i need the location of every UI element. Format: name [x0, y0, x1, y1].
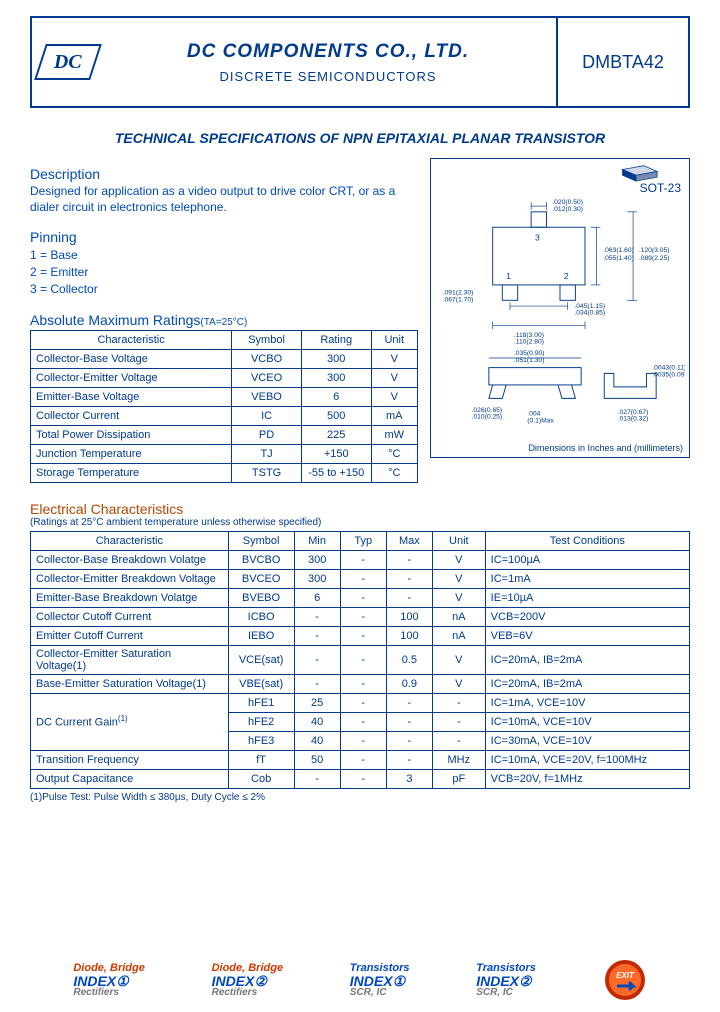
- table-header-row: Characteristic Symbol Rating Unit: [31, 330, 418, 349]
- badge-text: INDEX②: [212, 974, 284, 988]
- col-symbol: Symbol: [232, 330, 302, 349]
- table-row: Base-Emitter Saturation Voltage(1)VBE(sa…: [31, 674, 690, 693]
- tech-title: TECHNICAL SPECIFICATIONS OF NPN EPITAXIA…: [30, 130, 690, 146]
- badge-text: Diode, Bridge: [73, 963, 145, 974]
- svg-text:3: 3: [535, 233, 540, 243]
- table-header-row: Characteristic Symbol Min Typ Max Unit T…: [31, 531, 690, 550]
- svg-text:.012(0.30): .012(0.30): [552, 206, 583, 213]
- ecol-unit: Unit: [432, 531, 485, 550]
- elec-heading: Electrical Characteristics: [30, 501, 690, 517]
- exit-button[interactable]: EXIT: [603, 958, 647, 1002]
- footer-badge-diode-1[interactable]: Diode, Bridge INDEX① Rectifiers: [73, 963, 145, 998]
- table-row: Junction TemperatureTJ+150°C: [31, 444, 418, 463]
- elec-table: Characteristic Symbol Min Typ Max Unit T…: [30, 531, 690, 789]
- table-row: Collector-Base VoltageVCBO300V: [31, 349, 418, 368]
- svg-text:.035(0.90): .035(0.90): [514, 350, 545, 357]
- badge-text: Transistors: [476, 963, 536, 974]
- ecol-characteristic: Characteristic: [31, 531, 229, 550]
- table-row: Emitter-Base Breakdown VolatgeBVEBO6--VI…: [31, 588, 690, 607]
- package-svg: 3 1 2 .020(0.50) .012(0.30): [435, 163, 685, 453]
- svg-text:EXIT: EXIT: [616, 971, 635, 980]
- svg-text:.034(0.85): .034(0.85): [574, 310, 605, 317]
- svg-text:(0.1)Max: (0.1)Max: [527, 417, 554, 424]
- svg-text:.120(3.05): .120(3.05): [639, 247, 670, 254]
- package-label: SOT-23: [640, 181, 681, 195]
- badge-text: SCR, IC: [476, 988, 536, 998]
- company-logo: DC: [34, 44, 102, 80]
- elec-sub: (Ratings at 25°C ambient temperature unl…: [30, 517, 690, 528]
- badge-text: Diode, Bridge: [212, 963, 284, 974]
- badge-text: INDEX①: [350, 974, 410, 988]
- abs-max-heading-text: Absolute Maximum Ratings: [30, 312, 200, 328]
- part-number: DMBTA42: [558, 18, 688, 106]
- badge-text: INDEX②: [476, 974, 536, 988]
- svg-text:.110(2.80): .110(2.80): [514, 339, 544, 346]
- svg-text:.013(0.32): .013(0.32): [618, 416, 649, 423]
- badge-text: SCR, IC: [350, 988, 410, 998]
- table-row: Collector-Emitter Saturation Voltage(1)V…: [31, 645, 690, 674]
- table-row: Collector-Base Breakdown VolatgeBVCBO300…: [31, 550, 690, 569]
- description-heading: Description: [30, 166, 418, 182]
- package-diagram: 3 1 2 .020(0.50) .012(0.30): [430, 158, 690, 458]
- table-row: Emitter-Base VoltageVEBO6V: [31, 387, 418, 406]
- table-row: Storage TemperatureTSTG-55 to +150°C: [31, 463, 418, 482]
- svg-text:.055(1.40): .055(1.40): [603, 255, 634, 262]
- ecol-max: Max: [386, 531, 432, 550]
- table-row: DC Current Gain(1)hFE125---IC=1mA, VCE=1…: [31, 693, 690, 712]
- svg-text:.063(1.60): .063(1.60): [603, 247, 634, 254]
- table-row: Emitter Cutoff CurrentIEBO--100nAVEB=6V: [31, 626, 690, 645]
- svg-text:.089(2.25): .089(2.25): [639, 255, 670, 262]
- header-left: DC DC COMPONENTS CO., LTD. DISCRETE SEMI…: [32, 18, 558, 106]
- abs-max-cond: (TA=25°C): [200, 317, 247, 328]
- footer: Diode, Bridge INDEX① Rectifiers Diode, B…: [0, 958, 720, 1002]
- description-text: Designed for application as a video outp…: [30, 184, 418, 215]
- header-box: DC DC COMPONENTS CO., LTD. DISCRETE SEMI…: [30, 16, 690, 108]
- table-row: Total Power DissipationPD225mW: [31, 425, 418, 444]
- badge-text: Rectifiers: [73, 988, 145, 998]
- col-rating: Rating: [301, 330, 371, 349]
- exit-icon: EXIT: [603, 958, 647, 1002]
- badge-text: Transistors: [350, 963, 410, 974]
- footer-badge-diode-2[interactable]: Diode, Bridge INDEX② Rectifiers: [212, 963, 284, 998]
- svg-text:.067(1.70): .067(1.70): [443, 296, 474, 303]
- svg-text:.0035(0.09): .0035(0.09): [652, 371, 685, 378]
- logo-text: DC: [54, 51, 82, 74]
- ecol-typ: Typ: [340, 531, 386, 550]
- pin-list: 1 = Base 2 = Emitter 3 = Collector: [30, 247, 418, 297]
- footer-badge-trans-2[interactable]: Transistors INDEX② SCR, IC: [476, 963, 536, 998]
- company-name: DC COMPONENTS CO., LTD.: [108, 41, 548, 63]
- elec-footnote: (1)Pulse Test: Pulse Width ≤ 380µs, Duty…: [30, 792, 690, 803]
- abs-max-heading: Absolute Maximum Ratings(TA=25°C): [30, 312, 418, 328]
- table-row: Collector CurrentIC500mA: [31, 406, 418, 425]
- pin-3: 3 = Collector: [30, 281, 418, 298]
- table-row: Output CapacitanceCob--3pFVCB=20V, f=1MH…: [31, 769, 690, 788]
- package-dim-note: Dimensions in Inches and (millimeters): [528, 443, 683, 453]
- footer-badge-trans-1[interactable]: Transistors INDEX① SCR, IC: [350, 963, 410, 998]
- table-row: Collector-Emitter Breakdown VoltageBVCEO…: [31, 569, 690, 588]
- pin-2: 2 = Emitter: [30, 264, 418, 281]
- table-row: Collector Cutoff CurrentICBO--100nAVCB=2…: [31, 607, 690, 626]
- col-unit: Unit: [371, 330, 417, 349]
- badge-text: Rectifiers: [212, 988, 284, 998]
- svg-text:2: 2: [564, 271, 569, 281]
- badge-text: INDEX①: [73, 974, 145, 988]
- svg-text:.010(0.25): .010(0.25): [472, 414, 503, 421]
- company-subtitle: DISCRETE SEMICONDUCTORS: [108, 69, 548, 84]
- pinning-heading: Pinning: [30, 229, 418, 245]
- ecol-min: Min: [294, 531, 340, 550]
- table-row: Transition FrequencyfT50--MHzIC=10mA, VC…: [31, 750, 690, 769]
- table-row: Collector-Emitter VoltageVCEO300V: [31, 368, 418, 387]
- ecol-symbol: Symbol: [228, 531, 294, 550]
- pin-1: 1 = Base: [30, 247, 418, 264]
- abs-max-table: Characteristic Symbol Rating Unit Collec…: [30, 330, 418, 483]
- col-characteristic: Characteristic: [31, 330, 232, 349]
- svg-text:1: 1: [506, 271, 511, 281]
- ecol-cond: Test Conditions: [485, 531, 689, 550]
